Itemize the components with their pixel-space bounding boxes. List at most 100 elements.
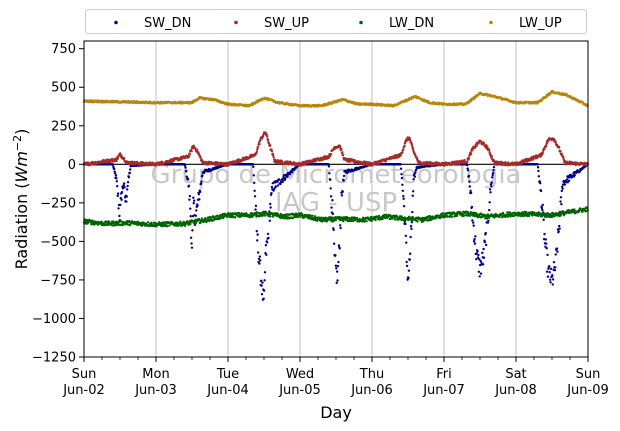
data-point: [128, 171, 131, 175]
data-point: [331, 198, 334, 202]
data-point: [328, 155, 332, 158]
x-tick-label-weekday: Fri: [436, 367, 452, 382]
data-point: [174, 221, 178, 224]
data-point: [471, 148, 474, 152]
data-point: [584, 210, 588, 213]
data-point: [467, 174, 471, 178]
data-point: [234, 216, 237, 219]
data-point: [407, 277, 410, 280]
data-point: [410, 143, 414, 146]
plot-area: [84, 41, 588, 357]
data-point: [450, 215, 454, 218]
x-tick-label-weekday: Wed: [286, 367, 314, 382]
data-point: [404, 222, 407, 226]
data-point: [500, 213, 503, 216]
data-point: [117, 207, 120, 210]
data-point: [254, 208, 257, 211]
data-point: [541, 208, 544, 212]
data-point: [340, 194, 344, 197]
data-point: [256, 239, 259, 242]
data-point: [311, 161, 315, 164]
data-point: [559, 196, 563, 199]
data-point: [408, 258, 411, 261]
data-point: [408, 252, 412, 255]
data-point: [480, 261, 483, 264]
data-point: [254, 204, 258, 208]
data-point: [558, 227, 561, 230]
data-point: [336, 279, 339, 282]
data-point: [542, 218, 545, 221]
data-point: [281, 180, 284, 184]
data-point: [329, 153, 333, 156]
data-point: [512, 214, 516, 218]
data-point: [191, 229, 194, 232]
data-point: [370, 219, 373, 223]
data-point: [322, 216, 325, 220]
data-point: [201, 174, 204, 177]
data-point: [557, 230, 560, 233]
data-point: [539, 189, 543, 193]
data-point: [331, 212, 335, 216]
data-point: [199, 156, 202, 159]
data-point: [122, 182, 126, 185]
data-point: [126, 184, 129, 188]
data-point: [465, 163, 469, 167]
legend-label: SW_UP: [264, 16, 309, 31]
data-point: [316, 219, 319, 222]
grid-lines: [155, 41, 517, 357]
data-point: [105, 158, 108, 162]
data-point: [553, 269, 557, 272]
y-tick-label: −500: [40, 235, 76, 250]
data-point: [556, 250, 559, 253]
data-point: [546, 253, 549, 257]
x-tick-label-date: Jun-03: [134, 383, 177, 398]
data-point: [508, 211, 512, 214]
data-point: [342, 179, 345, 182]
data-point: [567, 179, 571, 182]
data-point: [329, 187, 332, 190]
data-point: [327, 165, 331, 168]
data-point: [540, 206, 544, 210]
data-point: [274, 185, 278, 188]
data-point: [409, 225, 413, 228]
data-point: [491, 176, 494, 179]
data-point: [334, 254, 337, 257]
data-point: [265, 241, 269, 244]
data-point: [164, 224, 167, 228]
data-point: [365, 220, 368, 223]
data-point: [276, 184, 280, 187]
y-tick-label: −250: [40, 196, 76, 211]
x-axis-title: Day: [320, 403, 352, 422]
data-point: [475, 144, 478, 147]
data-point: [190, 246, 194, 249]
data-point: [342, 174, 346, 178]
data-point: [546, 141, 549, 144]
data-point: [552, 260, 556, 264]
x-tick-label-weekday: Sun: [72, 367, 97, 382]
data-point: [560, 189, 563, 193]
data-point: [332, 242, 336, 245]
data-point: [268, 202, 272, 206]
data-point: [259, 259, 262, 262]
data-point: [342, 219, 345, 223]
data-point: [186, 177, 190, 181]
data-point: [192, 201, 195, 205]
data-point: [129, 168, 132, 171]
data-point: [538, 180, 541, 183]
x-tick-label-date: Jun-08: [494, 383, 537, 398]
data-point: [198, 198, 201, 201]
data-point: [543, 147, 546, 151]
data-point: [334, 264, 338, 267]
data-point: [252, 174, 255, 177]
data-point: [549, 267, 553, 271]
data-point: [115, 177, 118, 180]
legend-label: LW_UP: [519, 16, 562, 31]
data-point: [560, 152, 563, 155]
data-point: [263, 279, 266, 282]
series-lw-dn: [82, 206, 589, 228]
data-point: [490, 181, 494, 184]
data-point: [363, 220, 366, 223]
data-point: [261, 281, 264, 284]
data-point: [268, 211, 271, 214]
data-point: [565, 178, 569, 181]
